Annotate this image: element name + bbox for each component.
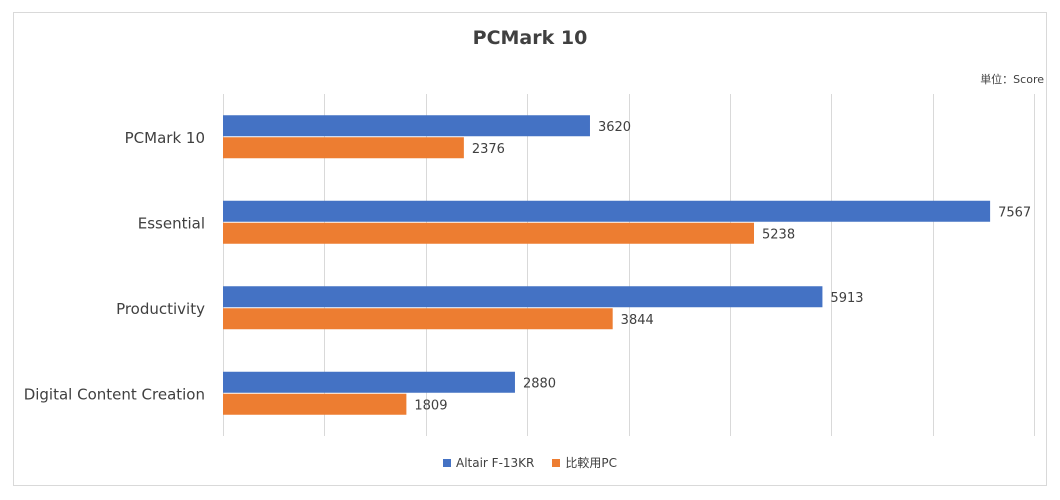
data-label: 7567: [998, 205, 1031, 220]
legend-label-series-2: 比較用PC: [565, 456, 618, 470]
unit-label: 単位：Score: [980, 73, 1044, 86]
bar-series-1: [223, 286, 823, 308]
data-label: 5238: [762, 227, 795, 242]
bar-series-2: [223, 137, 464, 159]
bar-series-2: [223, 308, 613, 330]
legend-item-series-1: Altair F-13KR: [442, 454, 535, 471]
data-label: 2376: [472, 142, 505, 157]
bar-series-1: [223, 200, 991, 222]
data-label: 3620: [598, 120, 631, 135]
chart-frame: [13, 12, 1047, 486]
bar-series-1: [223, 115, 590, 137]
data-label: 3844: [621, 313, 654, 328]
category-label: Digital Content Creation: [24, 385, 205, 403]
bar-series-1: [223, 371, 515, 393]
data-label: 2880: [523, 376, 556, 391]
legend: Altair F-13KR 比較用PC: [0, 454, 1060, 471]
category-label: PCMark 10: [125, 129, 205, 147]
data-label: 1809: [414, 398, 447, 413]
legend-swatch-series-2: [552, 458, 561, 467]
bar-series-2: [223, 393, 407, 415]
category-label: Essential: [138, 214, 205, 232]
data-label: 5913: [830, 291, 863, 306]
chart-title: PCMark 10: [472, 27, 588, 49]
legend-item-series-2: 比較用PC: [552, 454, 617, 471]
category-label: Productivity: [116, 300, 205, 318]
legend-swatch-series-1: [442, 458, 451, 467]
legend-label-series-1: Altair F-13KR: [455, 455, 535, 470]
bar-series-2: [223, 222, 755, 244]
